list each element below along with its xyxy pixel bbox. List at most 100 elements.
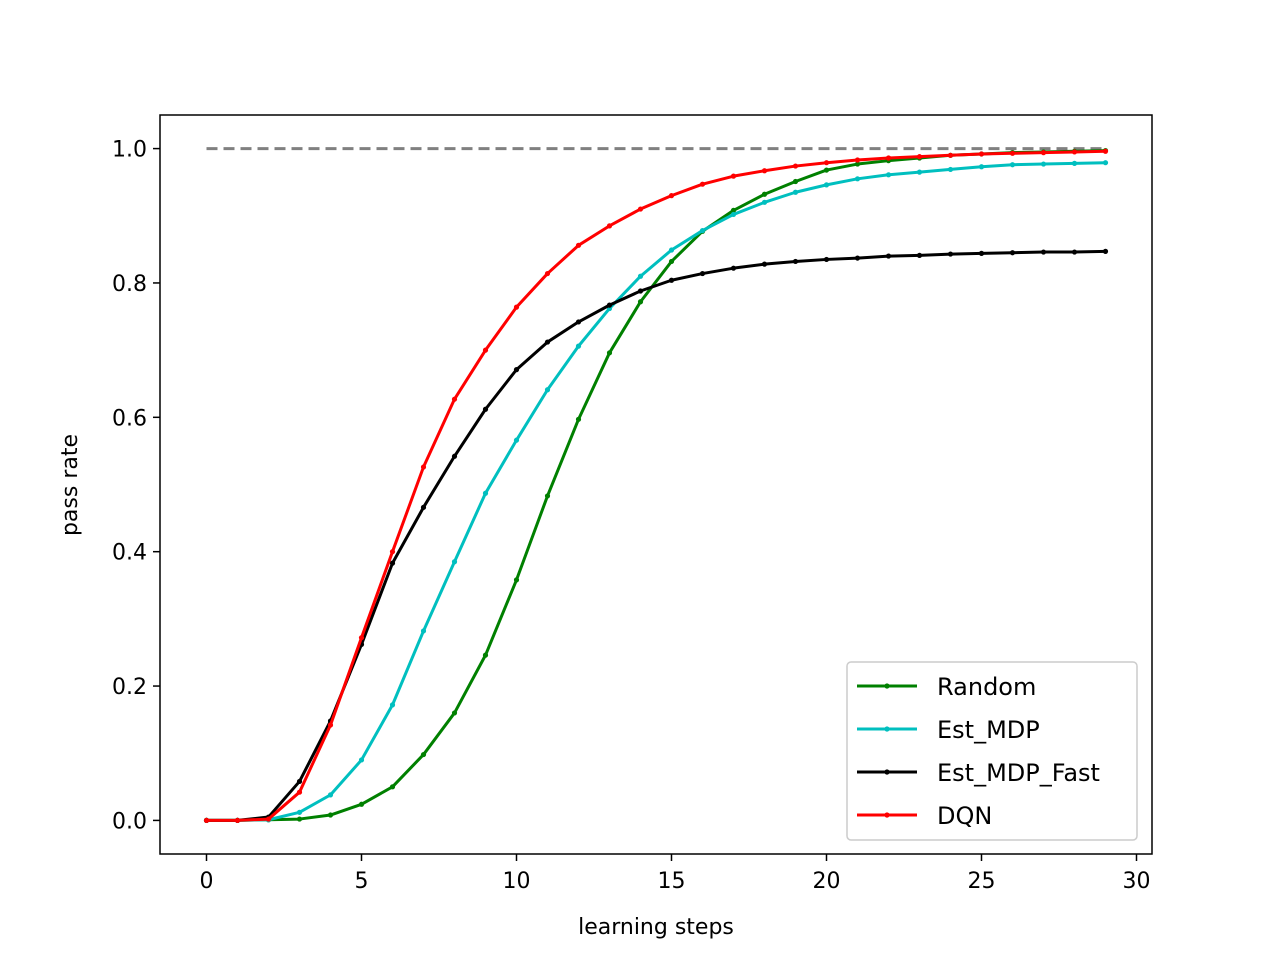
y-tick-label: 1.0 [112,138,147,163]
data-point [668,277,675,283]
data-point [358,801,365,807]
data-point [854,157,861,163]
data-point [885,172,892,178]
data-point [420,628,427,634]
legend-item: Random [857,673,1036,701]
data-point [544,339,551,345]
data-point [885,155,892,161]
data-point [358,635,365,641]
data-point [389,784,396,790]
data-point [575,242,582,248]
data-point [947,251,954,257]
x-tick-label: 25 [968,869,996,894]
data-point [265,816,272,822]
data-point [420,464,427,470]
data-point [1102,148,1109,154]
data-point [1009,162,1016,168]
data-point [327,792,334,798]
data-point [823,160,830,166]
data-point [513,577,520,583]
x-tick-label: 5 [355,869,369,894]
data-point [1071,149,1078,155]
data-point [1102,248,1109,254]
series-line [206,249,1106,822]
legend-item: Est_MDP [857,716,1040,744]
data-point [978,164,985,170]
data-point [606,350,613,356]
data-point [575,343,582,349]
data-point [699,181,706,187]
data-point [699,270,706,277]
legend-box [846,661,1138,841]
data-point [637,288,644,294]
legend: Random Est_MDP Est_MDP_Fast DQN [846,661,1138,841]
x-tick-label: 20 [813,869,841,894]
y-tick-label: 0.6 [112,406,147,431]
data-point [916,169,923,175]
data-point [389,549,396,555]
data-point [761,261,768,267]
data-point [792,163,799,169]
data-point [575,416,582,422]
data-point [1040,150,1047,156]
data-point [513,367,520,373]
legend-marker [884,769,890,775]
data-point [854,176,861,182]
data-point [668,247,675,253]
data-point [296,816,303,822]
data-point [947,152,954,158]
data-point [544,493,551,499]
data-point [668,258,675,265]
data-point [420,751,427,758]
data-point [451,559,458,565]
y-tick-label: 0.4 [112,541,147,566]
data-point [761,191,768,197]
legend-marker [884,726,890,732]
y-axis-label: pass rate [58,434,83,536]
data-point [730,211,737,218]
data-point [978,151,985,157]
legend-label: Est_MDP_Fast [937,759,1100,787]
series-line [206,161,1106,822]
data-point [1071,160,1078,166]
data-point [668,193,675,199]
legend-item: DQN [857,802,992,830]
data-point [606,223,613,229]
legend-marker [884,683,890,689]
data-point [327,812,334,818]
data-point [296,789,303,795]
x-axis-label: learning steps [578,915,734,940]
legend-item: Est_MDP_Fast [857,759,1100,787]
data-point [792,178,799,185]
data-point [1071,249,1078,255]
series-dqn [203,148,1109,824]
data-point [575,319,582,325]
data-point [482,406,489,412]
data-point [482,652,489,658]
data-point [1102,160,1109,166]
series-line [206,149,1106,822]
x-tick-label: 0 [200,869,214,894]
y-tick-label: 0.2 [112,675,147,700]
x-tick-label: 10 [503,869,531,894]
data-point [730,207,737,213]
data-point [296,809,303,815]
data-point [885,253,892,259]
data-point [823,182,830,188]
data-point [854,161,861,167]
data-point [730,173,737,179]
legend-marker [884,812,890,818]
y-tick-label: 0.0 [112,809,147,834]
data-point [203,817,210,824]
data-point [1009,250,1016,256]
data-point [482,347,489,353]
data-point [947,166,954,173]
data-point [699,227,706,234]
data-point [916,252,923,259]
series-est-mdp-fast [203,248,1109,824]
data-point [420,504,427,510]
data-point [451,396,458,402]
data-point [606,302,613,308]
data-point [637,299,644,305]
